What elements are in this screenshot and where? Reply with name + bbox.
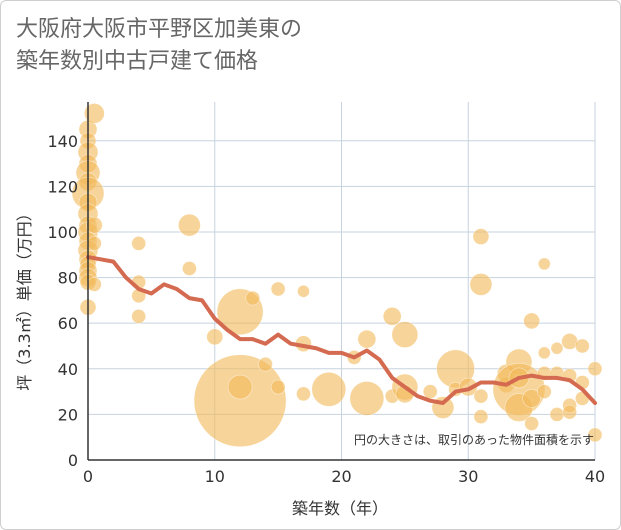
- bubble-point: [562, 404, 577, 420]
- x-tick-label: 20: [331, 467, 351, 486]
- bubble-point: [524, 416, 539, 431]
- bubble-point: [206, 328, 224, 346]
- chart-title-line2: 築年数別中古戸建て価格: [16, 49, 259, 74]
- bubble-point: [297, 284, 310, 298]
- trend-line: [86, 255, 597, 405]
- bubble-point: [296, 386, 311, 402]
- bubble-point: [523, 312, 540, 330]
- bubble-point: [193, 354, 287, 448]
- bubble-point: [357, 329, 377, 349]
- chart-title-line1: 大阪府大阪市平野区加美東の: [16, 17, 303, 42]
- bubble-point: [227, 374, 253, 400]
- bubble-point: [311, 372, 347, 407]
- bubble-point: [131, 309, 146, 324]
- bubble-point: [178, 213, 201, 237]
- bubble-series: [71, 103, 603, 448]
- bubble-point: [131, 236, 146, 251]
- y-axis-label: 坪（3.3㎡）単価（万円）: [15, 205, 34, 390]
- bubble-point: [270, 281, 286, 297]
- axes: [87, 102, 595, 461]
- bubble-point: [549, 407, 565, 422]
- size-note: 円の大きさは、取引のあった物件面積を示す: [354, 432, 594, 447]
- x-tick-label: 30: [458, 467, 478, 486]
- y-tick-label: 20: [58, 405, 78, 424]
- bubble-point: [473, 388, 489, 404]
- bubble-point: [270, 379, 286, 395]
- bubble-point: [537, 346, 551, 360]
- y-tick-label: 40: [58, 360, 78, 379]
- bubble-point: [87, 277, 102, 292]
- y-tick-label: 140: [47, 132, 78, 151]
- bubble-point: [550, 341, 564, 355]
- chart-title: 大阪府大阪市平野区加美東の 築年数別中古戸建て価格: [16, 14, 302, 78]
- y-tick-label: 0: [68, 451, 78, 470]
- bubble-point: [522, 389, 541, 408]
- bubble-point: [473, 409, 489, 424]
- bubble-point: [422, 384, 438, 399]
- bubble-point: [587, 427, 603, 443]
- y-tick-label: 60: [58, 314, 78, 333]
- bubble-point: [258, 356, 273, 372]
- y-tick-label: 100: [47, 223, 78, 242]
- y-tick-label: 80: [58, 269, 78, 288]
- x-axis-label: 築年数（年）: [292, 499, 388, 518]
- tick-labels: 0 10 20 30 40 0 20 40 60 80 100 120 140: [47, 132, 605, 486]
- bubble-point: [349, 381, 385, 416]
- bubble-point: [84, 103, 105, 124]
- bubble-point: [536, 384, 552, 399]
- x-tick-label: 10: [205, 467, 225, 486]
- bubble-point: [86, 216, 103, 234]
- x-tick-label: 0: [83, 467, 93, 486]
- bubble-point: [245, 290, 261, 306]
- bubble-point: [575, 338, 590, 354]
- bubble-point: [87, 236, 102, 251]
- bubble-point: [537, 257, 551, 271]
- bubble-point: [382, 307, 402, 326]
- bubble-point: [587, 361, 603, 377]
- bubble-point: [469, 273, 493, 296]
- bubble-point: [182, 261, 197, 276]
- trend-series: [86, 255, 597, 405]
- bubble-point: [391, 321, 419, 348]
- y-tick-label: 120: [47, 177, 78, 196]
- x-tick-label: 40: [585, 467, 605, 486]
- bubble-point: [472, 228, 490, 245]
